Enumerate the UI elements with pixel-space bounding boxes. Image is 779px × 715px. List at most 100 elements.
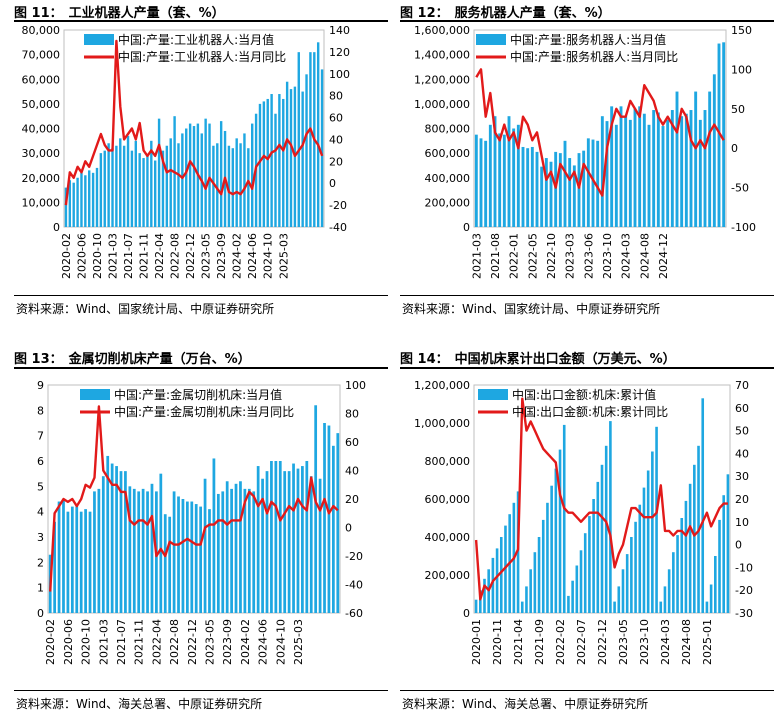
bar — [204, 118, 207, 227]
bar — [64, 187, 68, 227]
bar — [474, 599, 478, 613]
x-axis-tick-label: 2024-10 — [274, 619, 287, 665]
right-axis-tick-label: 0 — [345, 522, 352, 535]
bar — [91, 172, 95, 227]
x-axis-tick-label: 2022-12 — [596, 619, 609, 665]
bar — [554, 151, 558, 227]
bar — [572, 165, 576, 227]
left-axis-tick-label: 9 — [37, 379, 44, 392]
source-line: 资料来源：Wind、国家统计局、中原证券研究所 — [402, 300, 660, 317]
bar — [159, 473, 163, 613]
legend-bar-swatch — [84, 34, 114, 45]
right-axis-tick-label: -20 — [735, 584, 753, 597]
bar — [285, 81, 289, 228]
bar — [188, 123, 192, 227]
chart-title-2: 图 12： 服务机器人产量（套、%） — [400, 2, 611, 21]
source-text: Wind、国家统计局、中原证券研究所 — [462, 302, 661, 316]
bar — [68, 180, 72, 227]
left-axis-tick-label: 400,000 — [425, 531, 471, 544]
left-axis-tick-label: 200,000 — [425, 196, 471, 209]
bar — [638, 504, 642, 613]
bar — [521, 146, 525, 227]
bar — [575, 565, 579, 613]
right-axis-tick-label: 100 — [345, 379, 366, 392]
bar — [297, 52, 300, 227]
figure-title: 工业机器人产量（套、%） — [68, 6, 225, 21]
title-rule — [14, 367, 388, 369]
bar — [323, 423, 326, 613]
bar — [316, 42, 320, 227]
right-axis-tick-label: -50 — [731, 182, 749, 195]
bar — [684, 113, 688, 227]
bar — [239, 143, 242, 227]
x-axis-tick-label: 2020-10 — [80, 619, 93, 665]
left-axis-tick-label: 0 — [37, 607, 44, 620]
bar — [504, 525, 507, 613]
bar — [309, 476, 313, 613]
bar — [592, 499, 595, 613]
figure-title: 金属切削机床产量（万台、%） — [68, 352, 251, 367]
bar — [93, 491, 96, 613]
bar — [336, 433, 340, 613]
bar — [493, 116, 497, 227]
x-axis-tick-label: 2024-02 — [239, 619, 252, 665]
x-axis-tick-label: 2020-06 — [75, 233, 88, 279]
bar — [600, 116, 604, 227]
bar — [647, 124, 651, 227]
bar — [596, 481, 600, 613]
source-rule — [14, 295, 388, 296]
bar — [301, 466, 304, 613]
bar — [562, 424, 566, 613]
bar — [526, 148, 530, 227]
bar — [172, 491, 176, 613]
bar — [119, 471, 123, 613]
bar — [203, 478, 207, 613]
bar — [157, 118, 161, 227]
bar — [79, 511, 83, 613]
bar — [185, 128, 188, 227]
bar — [283, 471, 287, 613]
bar — [296, 468, 300, 613]
legend-bar-swatch — [80, 389, 110, 400]
x-axis-tick-label: 2024-06 — [257, 619, 270, 665]
bar — [282, 98, 285, 227]
bar — [216, 143, 219, 227]
bar — [57, 501, 61, 613]
chart-panel-4: 图 14： 中国机床累计出口金额（万美元、%） 0 200,000 400,000 60… — [400, 348, 776, 713]
legend-bar-swatch — [476, 34, 506, 45]
left-axis-tick-label: 1,000,000 — [414, 417, 470, 430]
figure-label: 图 14： — [400, 352, 449, 367]
bar — [181, 499, 185, 613]
bar — [600, 464, 604, 613]
bar — [80, 172, 83, 227]
right-axis-tick-label: 60 — [345, 436, 359, 449]
bar — [292, 463, 295, 613]
bar — [142, 158, 145, 227]
bar — [137, 491, 141, 613]
bar — [177, 143, 180, 227]
left-axis-tick-label: 600,000 — [425, 147, 471, 160]
bar — [230, 488, 233, 613]
source-text: Wind、海关总署、中原证券研究所 — [462, 697, 649, 711]
bar — [558, 153, 562, 227]
source-label: 资料来源： — [402, 697, 463, 711]
bar — [610, 106, 614, 227]
yoy-line — [64, 39, 324, 206]
x-axis-tick-label: 2023-09 — [221, 619, 234, 665]
legend-line-label: 中国:产量:工业机器人:当月同比 — [118, 49, 286, 64]
x-axis-tick-label: 2020-10 — [91, 233, 104, 279]
bar — [256, 466, 260, 613]
bar — [596, 140, 600, 227]
bar — [227, 145, 231, 227]
bar — [483, 578, 486, 613]
bar — [726, 474, 730, 613]
x-axis-tick-label: 2022-01 — [508, 233, 521, 279]
x-axis-tick-label: 2021-07 — [115, 619, 128, 665]
source-label: 资料来源： — [16, 697, 77, 711]
x-axis-tick-label: 2023-06 — [582, 233, 595, 279]
bar — [169, 138, 172, 227]
left-axis-tick-label: 0 — [53, 221, 60, 234]
x-axis-tick-label: 2021-11 — [133, 619, 146, 665]
bar — [484, 140, 488, 227]
x-axis-tick-label: 2022-08 — [169, 233, 182, 279]
